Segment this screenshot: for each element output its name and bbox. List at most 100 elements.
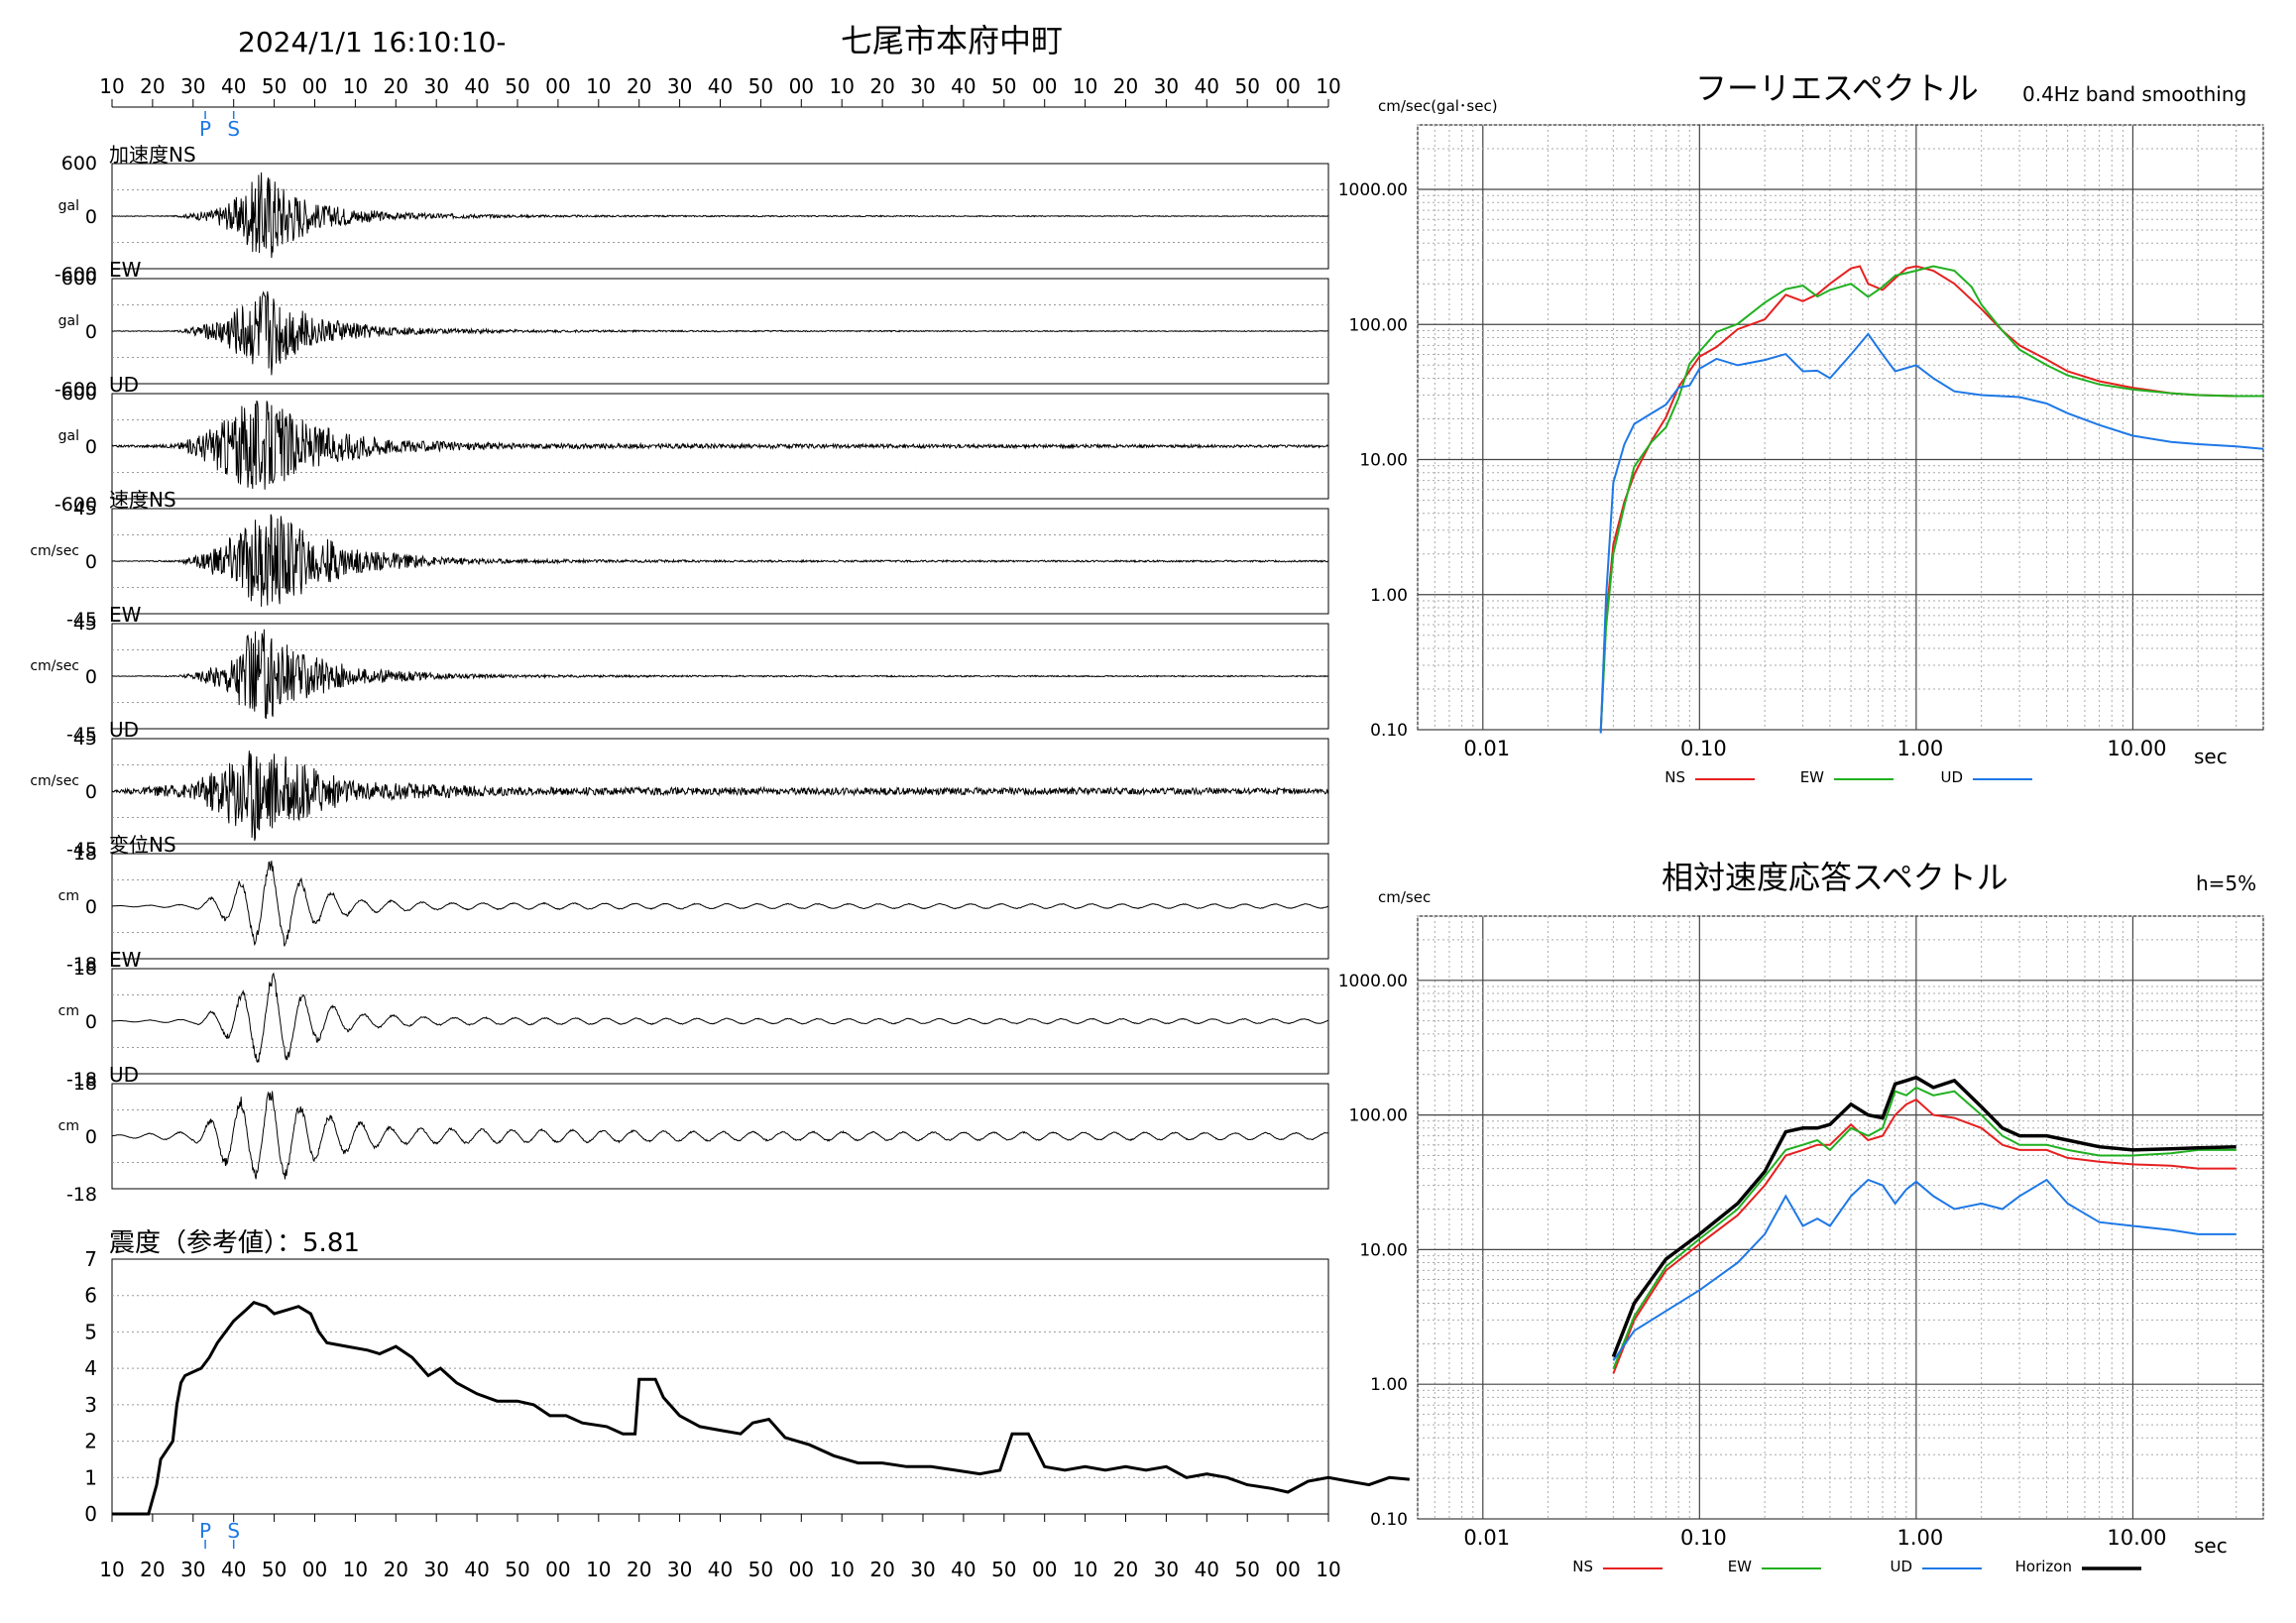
waveform-trace — [111, 1091, 1329, 1180]
bottom-time-tick-label: 50 — [262, 1558, 287, 1581]
phase-marker-label-bottom: P — [199, 1519, 211, 1543]
waveform-component-label: EW — [109, 603, 142, 627]
spectrum-y-tick-label: 10.00 — [1359, 451, 1408, 471]
spectrum-series-ew — [1599, 265, 2263, 733]
waveform-scale-top: 600 — [61, 268, 97, 290]
waveform-unit-label: gal — [58, 198, 79, 214]
waveform-panel-vel_ud: 45 0 -45 cm/sec UD — [30, 718, 1329, 861]
top-time-tick-label: 10 — [343, 74, 368, 98]
top-time-tick-label: 10 — [829, 74, 854, 98]
waveform-trace — [112, 514, 1329, 607]
waveform-trace — [112, 629, 1329, 720]
top-time-tick-label: 10 — [99, 74, 124, 98]
spectrum-frame — [1417, 915, 2264, 1520]
waveform-scale-bottom: -18 — [66, 954, 97, 976]
waveform-panel-frame — [111, 1083, 1329, 1190]
phase-marker-label-bottom: S — [227, 1519, 240, 1543]
spectrum-series-ns — [1599, 265, 2263, 732]
top-time-tick-label: 00 — [789, 74, 814, 98]
waveform-component-label: UD — [109, 1063, 139, 1087]
waveform-component-label: UD — [109, 718, 139, 742]
waveform-component-label: 加速度NS — [109, 143, 196, 167]
waveform-unit-label: cm/sec — [30, 773, 79, 789]
waveform-panel-vel_ns: 45 0 -45 cm/sec 速度NS — [30, 488, 1329, 631]
bottom-time-tick-label: 10 — [1073, 1558, 1097, 1581]
bottom-time-tick-label: 10 — [829, 1558, 854, 1581]
top-time-tick-label: 20 — [627, 74, 651, 98]
intensity-y-tick-label: 4 — [84, 1356, 97, 1380]
bottom-time-tick-label: 30 — [423, 1558, 448, 1581]
waveform-scale-zero: 0 — [85, 1011, 97, 1033]
waveform-scale-zero: 0 — [85, 321, 97, 343]
spectrum-series-ns — [1612, 1098, 2237, 1374]
bottom-time-tick-label: 10 — [1316, 1558, 1340, 1581]
waveform-scale-top: 18 — [73, 843, 97, 865]
waveform-panel-dis_ud: 18 0 -18 cm UD — [58, 1063, 1329, 1206]
intensity-frame — [111, 1258, 1329, 1515]
intensity-label: 震度（参考値）：5.81 — [109, 1228, 360, 1258]
spectrum-x-tick-label: 0.10 — [1680, 737, 1727, 760]
waveform-unit-label: cm — [58, 1118, 79, 1134]
record-datetime: 2024/1/1 16:10:10- — [238, 26, 507, 58]
spectrum-x-tick-label: 0.01 — [1463, 737, 1510, 760]
top-time-tick-label: 50 — [748, 74, 773, 98]
legend-label-ud: UD — [1940, 768, 1963, 786]
waveform-component-label: 速度NS — [109, 488, 176, 512]
bottom-time-tick-label: 40 — [708, 1558, 733, 1581]
waveform-trace — [111, 861, 1329, 947]
waveform-scale-zero: 0 — [85, 206, 97, 228]
spectrum-y-axis-label: cm/sec(gal･sec) — [1378, 97, 1498, 115]
bottom-time-tick-label: 20 — [1113, 1558, 1138, 1581]
waveform-component-label: UD — [109, 373, 139, 397]
intensity-label-text: 震度（参考値）： — [109, 1228, 302, 1258]
waveform-panel-dis_ns: 18 0 -18 cm 変位NS — [58, 833, 1329, 976]
waveform-scale-bottom: -600 — [55, 379, 97, 401]
spectrum-x-tick-label: 0.10 — [1680, 1526, 1727, 1550]
spectrum-y-tick-label: 1.00 — [1370, 1375, 1408, 1395]
top-time-tick-label: 20 — [1113, 74, 1138, 98]
top-time-tick-label: 30 — [1154, 74, 1179, 98]
spectrum-x-tick-label: 0.01 — [1463, 1526, 1510, 1550]
top-time-tick-label: 50 — [262, 74, 287, 98]
intensity-y-tick-label: 0 — [84, 1502, 97, 1526]
bottom-time-tick-label: 00 — [789, 1558, 814, 1581]
top-time-tick-label: 50 — [505, 74, 529, 98]
response-note: h=5% — [2196, 871, 2256, 895]
station-name: 七尾市本府中町 — [841, 22, 1063, 59]
waveform-panel-acc_ud: 600 0 -600 gal UD — [55, 373, 1329, 516]
phase-marker-label-top: P — [199, 117, 211, 141]
waveform-unit-label: cm/sec — [30, 543, 79, 559]
top-time-tick-label: 50 — [1234, 74, 1259, 98]
bottom-time-tick-label: 10 — [99, 1558, 124, 1581]
waveform-unit-label: cm — [58, 1003, 79, 1019]
bottom-time-tick-label: 50 — [991, 1558, 1016, 1581]
waveform-panel-acc_ns: 600 0 -600 gal 加速度NS — [55, 143, 1329, 286]
spectrum-y-tick-label: 1000.00 — [1338, 972, 1408, 991]
waveform-area: 10 20 30 40 50 00 10 20 30 40 50 00 10 20 30 40 50 00 10 20… — [30, 74, 1340, 1206]
waveform-scale-bottom: -45 — [66, 839, 97, 861]
spectrum-x-tick-label: 10.00 — [2107, 1526, 2166, 1550]
velocity-response-spectrum-chart: 0.01 0.10 1.00 10.00 0.10 1.00 10.00 100.00 1000… — [1338, 888, 2264, 1575]
spectrum-series-ew — [1612, 1086, 2237, 1370]
top-time-tick-label: 40 — [708, 74, 733, 98]
bottom-time-tick-label: 10 — [343, 1558, 368, 1581]
waveform-trace — [111, 400, 1329, 490]
bottom-time-tick-label: 40 — [1195, 1558, 1219, 1581]
bottom-time-tick-label: 20 — [140, 1558, 165, 1581]
spectrum-x-tick-label: 10.00 — [2107, 737, 2166, 760]
intensity-y-tick-label: 7 — [84, 1247, 97, 1271]
top-time-tick-label: 10 — [1073, 74, 1097, 98]
spectrum-y-tick-label: 0.10 — [1370, 721, 1408, 741]
bottom-time-tick-label: 40 — [951, 1558, 976, 1581]
legend-label-ew: EW — [1800, 768, 1824, 786]
bottom-time-tick-label: 50 — [505, 1558, 529, 1581]
waveform-scale-zero: 0 — [85, 551, 97, 573]
waveform-component-label: EW — [109, 258, 142, 282]
top-time-tick-label: 40 — [464, 74, 489, 98]
intensity-y-tick-label: 1 — [84, 1465, 97, 1489]
fourier-title: フーリエスペクトル — [1695, 69, 1979, 107]
waveform-scale-top: 45 — [73, 613, 97, 635]
top-time-tick-label: 20 — [384, 74, 408, 98]
waveform-panel-vel_ew: 45 0 -45 cm/sec EW — [30, 603, 1329, 746]
top-time-tick-label: 00 — [1275, 74, 1300, 98]
